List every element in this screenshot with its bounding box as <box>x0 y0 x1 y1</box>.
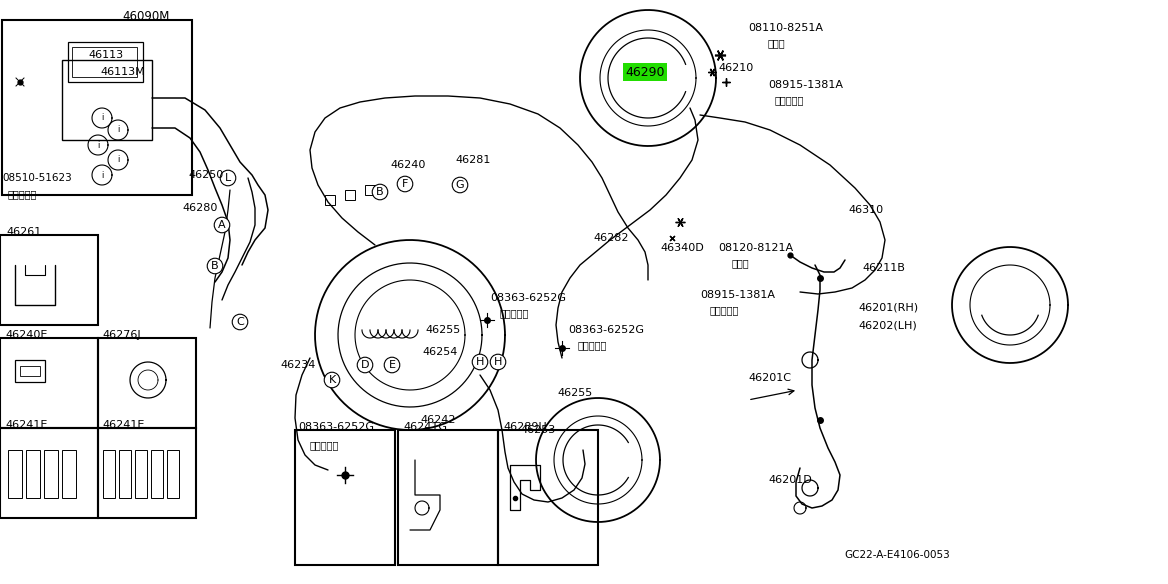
Text: G: G <box>456 180 465 190</box>
Text: L: L <box>225 173 231 183</box>
Text: 46340D: 46340D <box>660 243 704 253</box>
Text: i: i <box>97 141 99 150</box>
Text: 08915-1381A: 08915-1381A <box>700 290 776 300</box>
Text: 08120-8121A: 08120-8121A <box>718 243 793 253</box>
Text: 08363-6252G: 08363-6252G <box>491 293 566 303</box>
Text: 46202(LH): 46202(LH) <box>858 320 917 330</box>
Text: 46234: 46234 <box>280 360 315 370</box>
Text: 46241E: 46241E <box>5 420 48 430</box>
Text: 46254: 46254 <box>422 347 458 357</box>
Text: 08510-51623: 08510-51623 <box>2 173 71 183</box>
Text: B: B <box>211 261 218 271</box>
Text: 46201D: 46201D <box>769 475 812 485</box>
Text: 46113M: 46113M <box>100 67 145 77</box>
Bar <box>0 428 98 518</box>
Text: 46241G: 46241G <box>403 422 447 432</box>
Bar <box>0 235 98 325</box>
Bar <box>325 195 335 205</box>
Text: ワッシャー: ワッシャー <box>710 305 739 315</box>
Text: 46211B: 46211B <box>862 263 905 273</box>
Text: 46240: 46240 <box>390 160 425 170</box>
Text: A: A <box>218 220 225 230</box>
Text: スクリュー: スクリュー <box>8 189 37 199</box>
Bar <box>167 450 179 498</box>
Bar <box>15 360 46 382</box>
Bar <box>62 450 76 498</box>
Bar <box>119 450 131 498</box>
Text: 46210: 46210 <box>718 63 753 73</box>
Text: K: K <box>328 375 335 385</box>
Text: i: i <box>117 126 119 134</box>
Text: ワッシャー: ワッシャー <box>776 95 805 105</box>
Bar <box>68 42 142 82</box>
Text: 46310: 46310 <box>848 205 883 215</box>
Bar <box>398 430 498 565</box>
Text: C: C <box>236 317 244 327</box>
Text: ボルト: ボルト <box>769 38 786 48</box>
Text: 46255: 46255 <box>557 388 592 398</box>
Text: F: F <box>402 179 408 189</box>
Bar <box>498 430 598 565</box>
Text: 46090M: 46090M <box>121 11 169 23</box>
Text: H: H <box>494 357 502 367</box>
Text: 46281: 46281 <box>456 155 491 165</box>
Text: 46250: 46250 <box>188 170 223 180</box>
Text: B: B <box>376 187 384 197</box>
Text: スクリュー: スクリュー <box>310 440 340 450</box>
Bar <box>345 190 355 200</box>
Bar <box>296 430 395 565</box>
Bar <box>151 450 164 498</box>
Bar <box>0 338 98 428</box>
Text: 46240E: 46240E <box>5 330 48 340</box>
Text: スクリュー: スクリュー <box>500 308 529 318</box>
Text: GC22-A-E4106-0053: GC22-A-E4106-0053 <box>844 550 950 560</box>
Text: 46261: 46261 <box>6 227 41 237</box>
Bar <box>62 60 152 140</box>
Text: 46253: 46253 <box>520 425 555 435</box>
Text: 46242: 46242 <box>420 415 456 425</box>
Text: i: i <box>100 171 103 179</box>
Bar <box>8 450 22 498</box>
Text: 46255: 46255 <box>425 325 460 335</box>
Bar <box>2 20 192 195</box>
Bar <box>98 428 196 518</box>
Text: i: i <box>117 155 119 165</box>
Text: 08915-1381A: 08915-1381A <box>769 80 843 90</box>
Text: 08110-8251A: 08110-8251A <box>748 23 823 33</box>
Text: 46276J: 46276J <box>102 330 140 340</box>
Bar <box>103 450 114 498</box>
Bar <box>26 450 40 498</box>
Text: 46290: 46290 <box>625 65 665 78</box>
Text: 46113: 46113 <box>88 50 123 60</box>
Text: E: E <box>389 360 396 370</box>
Text: 46201(RH): 46201(RH) <box>858 303 918 313</box>
Text: 46282: 46282 <box>593 233 628 243</box>
Text: スクリュー: スクリュー <box>578 340 607 350</box>
Bar <box>135 450 147 498</box>
Text: 08363-6252G: 08363-6252G <box>298 422 374 432</box>
Text: 46289U: 46289U <box>503 422 547 432</box>
Text: 46241E: 46241E <box>102 420 145 430</box>
Text: 46201C: 46201C <box>748 373 791 383</box>
Text: 46280: 46280 <box>182 203 217 213</box>
Bar <box>44 450 58 498</box>
Bar <box>20 366 40 376</box>
Text: H: H <box>475 357 485 367</box>
Text: ボルト: ボルト <box>732 258 750 268</box>
Text: D: D <box>361 360 369 370</box>
Bar <box>72 47 137 77</box>
Text: 08363-6252G: 08363-6252G <box>568 325 644 335</box>
Bar <box>98 338 196 428</box>
Bar <box>364 185 375 195</box>
Text: i: i <box>100 113 103 123</box>
